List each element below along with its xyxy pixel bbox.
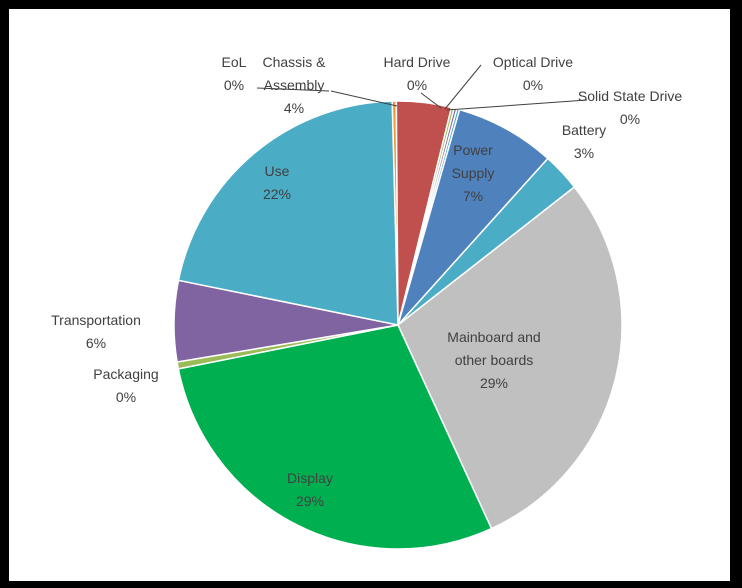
data-label-eol: EoL 0% xyxy=(222,54,247,93)
leader-line-chassis-and-assembly xyxy=(330,90,398,107)
data-label-optical-drive: Optical Drive 0% xyxy=(493,54,573,93)
pie-slice-use xyxy=(177,100,399,326)
pie-slice-mainboard-and-other-boards xyxy=(397,185,623,530)
pie-chart: EoL 0% Chassis & Assembly 4% Hard Drive 0% Opti… xyxy=(51,54,682,550)
leader-line-eol xyxy=(256,87,330,92)
pie-slice-power-supply xyxy=(397,108,549,326)
data-label-use: Use 22% xyxy=(263,163,291,202)
data-label-mainboard-and-other-boards: Mainboard and other boards 29% xyxy=(447,329,540,391)
data-label-power-supply: Power Supply 7% xyxy=(452,142,495,204)
leader-line-solid-state-drive xyxy=(446,99,588,111)
data-label-packaging: Packaging 0% xyxy=(93,366,158,405)
data-label-solid-state-drive: Solid State Drive 0% xyxy=(578,88,682,127)
leader-line-hard-drive xyxy=(420,92,442,109)
data-label-display: Display 29% xyxy=(287,470,333,509)
chart-frame: EoL 0% Chassis & Assembly 4% Hard Drive 0% Opti… xyxy=(9,9,730,581)
data-label-battery: Battery 3% xyxy=(562,122,606,161)
data-label-chassis-and-assembly: Chassis & Assembly 4% xyxy=(262,54,326,116)
pie-slice-display xyxy=(177,324,493,550)
leader-line-optical-drive xyxy=(444,64,482,110)
data-label-hard-drive: Hard Drive 0% xyxy=(384,54,451,93)
data-label-transportation: Transportation 6% xyxy=(51,312,141,351)
